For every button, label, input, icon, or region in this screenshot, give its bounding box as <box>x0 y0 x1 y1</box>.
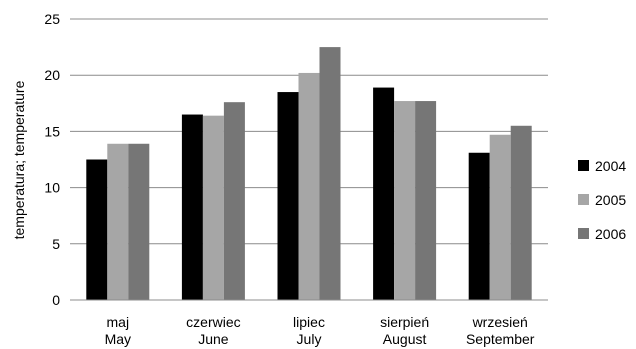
category-label-pl: wrzesień <box>472 314 528 330</box>
bar-2005-4 <box>489 134 511 300</box>
category-label-pl: maj <box>107 314 130 330</box>
legend: 2004 2005 2006 <box>578 158 626 242</box>
bar-2006-1 <box>223 102 245 301</box>
y-tick-label: 10 <box>44 180 60 196</box>
bar-2004-1 <box>181 114 203 300</box>
bar-2004-3 <box>373 87 395 301</box>
y-tick-label: 5 <box>52 236 60 252</box>
bar-2005-2 <box>298 72 320 301</box>
bars <box>86 47 532 301</box>
y-axis-ticks: 0 5 10 15 20 25 <box>44 11 60 308</box>
category-label-en: August <box>383 331 427 347</box>
category-label-en: September <box>466 331 535 347</box>
category-label-pl: sierpień <box>380 314 429 330</box>
bar-2006-0 <box>128 143 150 300</box>
y-tick-label: 25 <box>44 11 60 27</box>
category-label-en: July <box>297 331 322 347</box>
bar-2006-4 <box>510 125 532 300</box>
legend-swatch-2004 <box>578 160 589 171</box>
bar-2006-2 <box>319 47 341 300</box>
legend-swatch-2005 <box>578 194 589 205</box>
bar-2004-4 <box>468 152 490 300</box>
bar-2005-1 <box>202 115 224 300</box>
bar-2004-2 <box>277 92 299 300</box>
y-axis-label: temperatura; temperature <box>11 80 27 239</box>
y-tick-label: 20 <box>44 67 60 83</box>
legend-label: 2004 <box>595 158 626 174</box>
category-label-pl: czerwiec <box>186 314 240 330</box>
category-label-en: June <box>198 331 229 347</box>
bar-2005-3 <box>394 101 416 300</box>
category-label-pl: lipiec <box>293 314 325 330</box>
bar-2006-3 <box>415 101 437 300</box>
legend-swatch-2006 <box>578 228 589 239</box>
legend-label: 2005 <box>595 192 626 208</box>
bar-2005-0 <box>107 143 129 300</box>
legend-label: 2006 <box>595 226 626 242</box>
y-tick-label: 15 <box>44 123 60 139</box>
y-tick-label: 0 <box>52 292 60 308</box>
category-label-en: May <box>105 331 131 347</box>
bar-2004-0 <box>86 159 108 300</box>
